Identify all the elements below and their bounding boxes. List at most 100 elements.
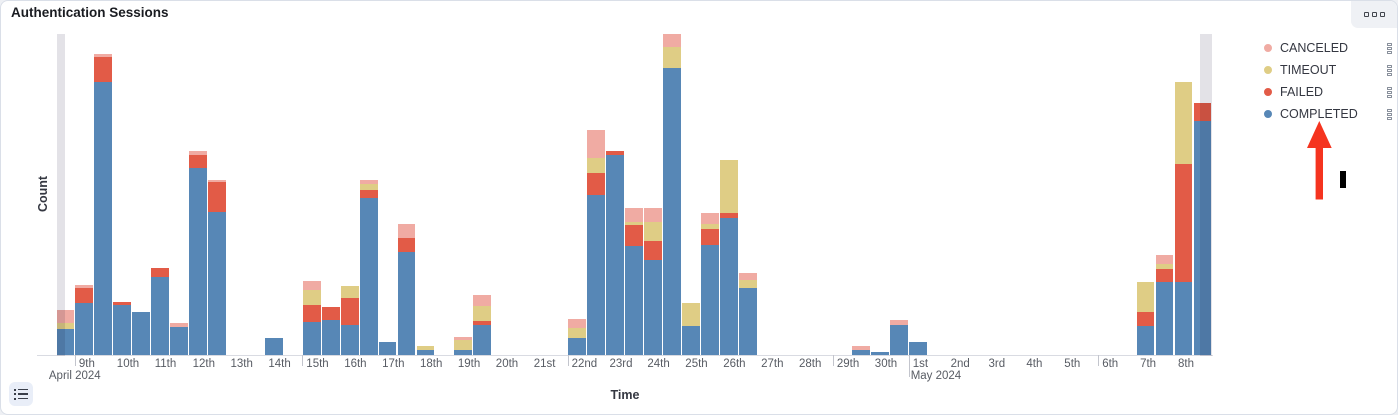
bar-segment-completed[interactable] bbox=[625, 246, 643, 355]
bar-segment-completed[interactable] bbox=[378, 342, 397, 355]
bar-segment-failed[interactable] bbox=[625, 225, 643, 246]
stacked-bar[interactable] bbox=[890, 320, 909, 355]
bar-segment-failed[interactable] bbox=[719, 213, 738, 218]
stacked-bar[interactable] bbox=[738, 273, 757, 355]
bar-segment-timeout[interactable] bbox=[1155, 264, 1174, 269]
stacked-bar[interactable] bbox=[189, 151, 207, 355]
bar-segment-failed[interactable] bbox=[700, 229, 719, 245]
bar-segment-failed[interactable] bbox=[302, 305, 321, 322]
bar-segment-completed[interactable] bbox=[852, 350, 871, 355]
stacked-bar[interactable] bbox=[700, 213, 719, 355]
stacked-bar[interactable] bbox=[454, 337, 473, 355]
bar-segment-timeout[interactable] bbox=[700, 224, 719, 229]
bar-segment-canceled[interactable] bbox=[890, 320, 909, 325]
drag-handle-icon[interactable] bbox=[1387, 86, 1392, 98]
stacked-bar[interactable] bbox=[208, 180, 226, 355]
bar-segment-canceled[interactable] bbox=[189, 151, 207, 155]
bar-segment-completed[interactable] bbox=[662, 68, 681, 355]
bar-segment-timeout[interactable] bbox=[662, 47, 681, 68]
stacked-bar[interactable] bbox=[871, 352, 890, 355]
legend-item-completed[interactable]: COMPLETED bbox=[1264, 103, 1392, 125]
bar-segment-canceled[interactable] bbox=[587, 130, 605, 158]
legend-toggle-button[interactable] bbox=[9, 382, 33, 406]
bar-segment-completed[interactable] bbox=[568, 338, 586, 355]
bar-segment-timeout[interactable] bbox=[738, 280, 757, 288]
legend-item-failed[interactable]: FAILED bbox=[1264, 81, 1392, 103]
stacked-bar[interactable] bbox=[568, 319, 586, 355]
bar-segment-completed[interactable] bbox=[1174, 282, 1193, 355]
bar-segment-canceled[interactable] bbox=[94, 54, 113, 57]
bar-segment-canceled[interactable] bbox=[473, 295, 492, 306]
stacked-bar[interactable] bbox=[719, 160, 738, 355]
bar-segment-timeout[interactable] bbox=[587, 158, 605, 173]
stacked-bar[interactable] bbox=[852, 346, 871, 355]
stacked-bar[interactable] bbox=[1174, 82, 1193, 355]
bar-segment-completed[interactable] bbox=[643, 260, 662, 355]
stacked-bar[interactable] bbox=[1136, 282, 1155, 355]
bar-segment-completed[interactable] bbox=[340, 325, 359, 355]
bar-segment-failed[interactable] bbox=[587, 173, 605, 195]
bar-segment-canceled[interactable] bbox=[454, 337, 473, 340]
bar-segment-canceled[interactable] bbox=[852, 346, 871, 350]
bar-segment-completed[interactable] bbox=[416, 350, 435, 355]
chart-plot-area[interactable]: 9th 10th 11th 12th 13th 14th 15th 16th 17th 18th 1… bbox=[37, 34, 1213, 382]
bar-segment-failed[interactable] bbox=[189, 155, 207, 168]
bar-segment-completed[interactable] bbox=[700, 245, 719, 355]
bar-segment-completed[interactable] bbox=[189, 168, 207, 355]
stacked-bar[interactable] bbox=[94, 54, 113, 355]
bar-segment-failed[interactable] bbox=[473, 321, 492, 325]
bar-segment-completed[interactable] bbox=[587, 195, 605, 355]
bar-segment-canceled[interactable] bbox=[75, 285, 94, 288]
bar-segment-completed[interactable] bbox=[264, 338, 283, 355]
bar-segment-failed[interactable] bbox=[321, 307, 340, 320]
bar-segment-timeout[interactable] bbox=[1174, 82, 1193, 164]
bar-segment-completed[interactable] bbox=[94, 82, 113, 355]
bar-segment-completed[interactable] bbox=[397, 252, 416, 355]
stacked-bar[interactable] bbox=[909, 342, 928, 355]
bar-segment-canceled[interactable] bbox=[170, 323, 189, 327]
bar-segment-canceled[interactable] bbox=[359, 180, 378, 184]
stacked-bar[interactable] bbox=[302, 281, 321, 355]
bar-segment-completed[interactable] bbox=[1155, 282, 1174, 355]
legend-item-timeout[interactable]: TIMEOUT bbox=[1264, 59, 1392, 81]
bar-segment-timeout[interactable] bbox=[302, 290, 321, 305]
bar-segment-failed[interactable] bbox=[94, 57, 113, 82]
bar-segment-timeout[interactable] bbox=[625, 222, 643, 225]
bar-segment-completed[interactable] bbox=[208, 212, 226, 355]
bar-segment-timeout[interactable] bbox=[56, 323, 75, 329]
stacked-bar[interactable] bbox=[625, 208, 643, 355]
bar-segment-timeout[interactable] bbox=[719, 160, 738, 213]
panel-options-button[interactable] bbox=[1351, 1, 1397, 28]
bar-segment-completed[interactable] bbox=[606, 155, 624, 355]
bar-segment-failed[interactable] bbox=[643, 241, 662, 260]
stacked-bar[interactable] bbox=[662, 34, 681, 355]
stacked-bar[interactable] bbox=[321, 307, 340, 355]
drag-handle-icon[interactable] bbox=[1387, 42, 1392, 54]
bar-segment-canceled[interactable] bbox=[625, 208, 643, 222]
bar-segment-completed[interactable] bbox=[170, 327, 189, 355]
stacked-bar[interactable] bbox=[340, 286, 359, 355]
bar-segment-completed[interactable] bbox=[302, 322, 321, 355]
bar-segment-completed[interactable] bbox=[473, 325, 492, 355]
bar-segment-canceled[interactable] bbox=[662, 34, 681, 47]
bar-segment-timeout[interactable] bbox=[416, 346, 435, 350]
bar-segment-failed[interactable] bbox=[1174, 164, 1193, 282]
bar-segment-completed[interactable] bbox=[75, 303, 94, 355]
bar-segment-canceled[interactable] bbox=[700, 213, 719, 224]
stacked-bar[interactable] bbox=[473, 295, 492, 355]
bar-segment-canceled[interactable] bbox=[397, 224, 416, 238]
bar-segment-completed[interactable] bbox=[359, 198, 378, 355]
bar-segment-completed[interactable] bbox=[132, 312, 151, 355]
stacked-bar[interactable] bbox=[587, 130, 605, 355]
bar-segment-failed[interactable] bbox=[208, 182, 226, 212]
stacked-bar[interactable] bbox=[643, 208, 662, 355]
bar-segment-completed[interactable] bbox=[113, 305, 132, 355]
bar-segment-completed[interactable] bbox=[738, 288, 757, 355]
bar-segment-completed[interactable] bbox=[890, 325, 909, 355]
bar-segment-timeout[interactable] bbox=[568, 328, 586, 338]
bar-segment-timeout[interactable] bbox=[473, 306, 492, 321]
bar-segment-failed[interactable] bbox=[606, 151, 624, 155]
bar-segment-failed[interactable] bbox=[359, 190, 378, 198]
bar-segment-completed[interactable] bbox=[719, 218, 738, 355]
bar-segment-completed[interactable] bbox=[454, 350, 473, 355]
